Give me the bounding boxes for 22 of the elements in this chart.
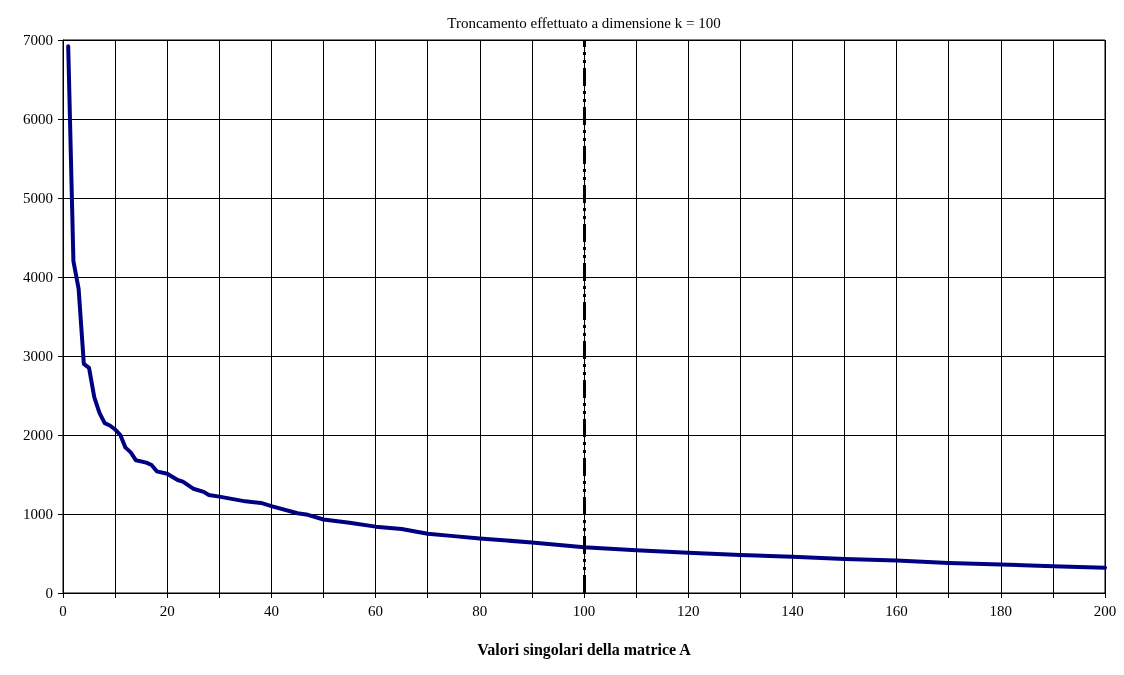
ref-line-label: Troncamento effettuato a dimensione k = 100 <box>447 14 721 31</box>
x-tick-label: 180 <box>989 602 1013 619</box>
y-tick-label: 0 <box>45 585 53 601</box>
x-tick-label: 20 <box>159 602 175 619</box>
x-tick-label: 0 <box>59 602 67 619</box>
x-tick-label: 60 <box>368 602 384 619</box>
y-tick-label: 1000 <box>23 506 53 522</box>
x-tick-label: 120 <box>676 602 700 619</box>
x-tick-label: 40 <box>263 602 279 619</box>
y-tick-label: 3000 <box>23 348 53 364</box>
y-tick-label: 4000 <box>23 269 53 285</box>
line-series <box>66 44 1107 570</box>
x-axis-title: Valori singolari della matrice A <box>477 640 692 659</box>
y-tick-label: 2000 <box>23 427 53 443</box>
y-tick-label: 5000 <box>23 190 53 206</box>
y-tick-label: 6000 <box>23 111 53 127</box>
x-tick-label: 200 <box>1093 602 1117 619</box>
x-tick-label: 80 <box>472 602 488 619</box>
x-tick-label: 160 <box>885 602 908 619</box>
x-tick-label: 140 <box>781 602 804 619</box>
y-tick-label: 7000 <box>23 32 53 48</box>
x-tick-label: 100 <box>572 602 596 619</box>
